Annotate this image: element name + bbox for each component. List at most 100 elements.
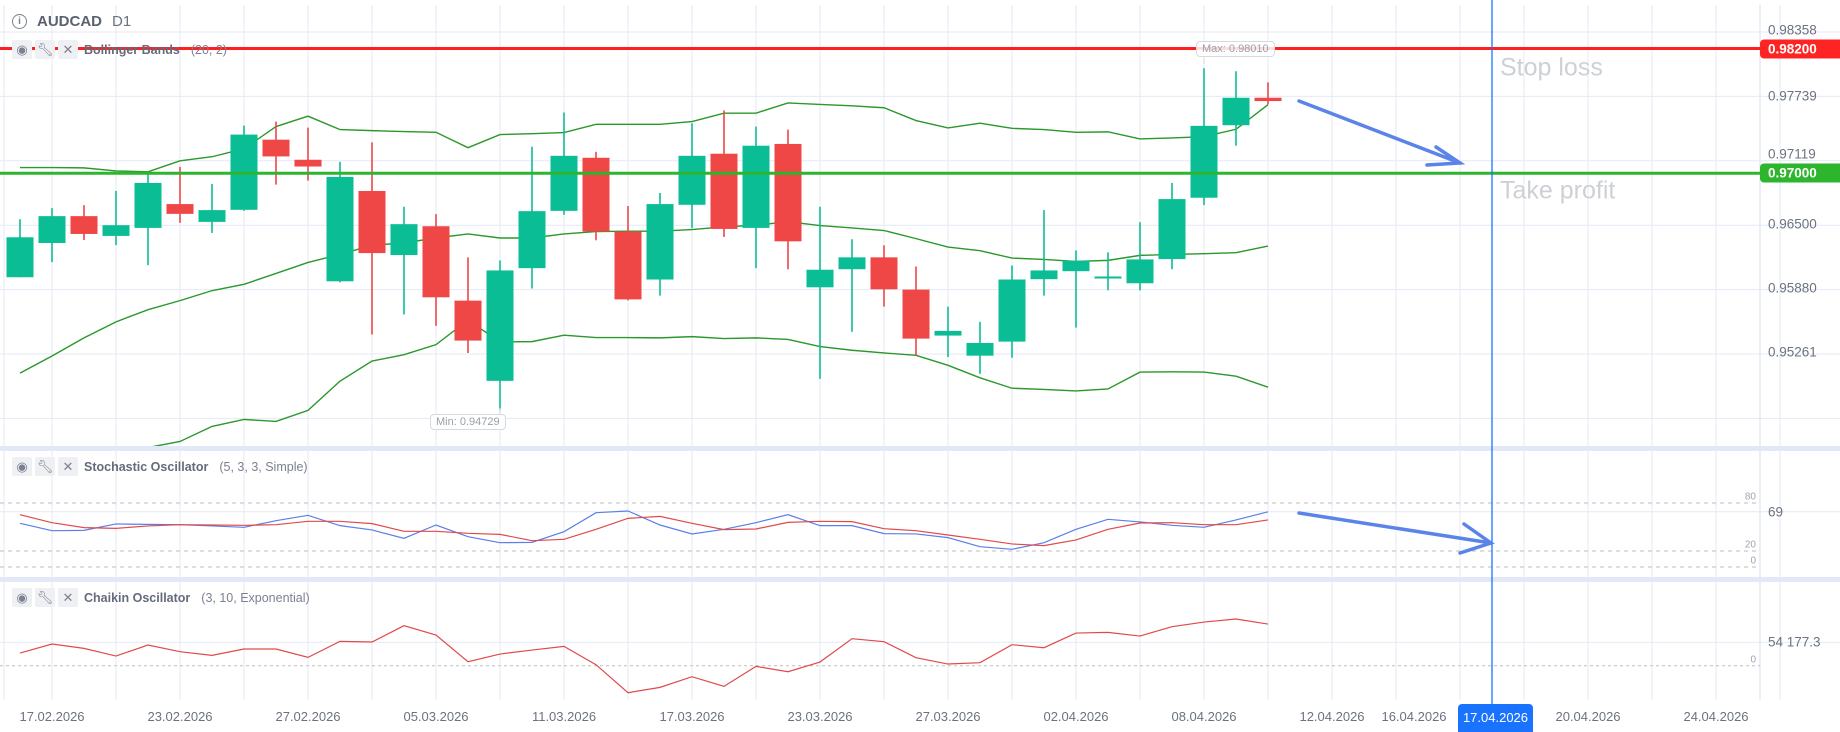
candle-body [1094, 276, 1122, 279]
eye-icon[interactable]: ◉ [12, 40, 32, 59]
candle [1222, 71, 1250, 146]
candle-body [1126, 259, 1154, 284]
candle [902, 266, 930, 356]
wrench-icon[interactable]: 🔧︎ [35, 40, 55, 59]
date-tick-label: 17.02.2026 [19, 709, 85, 724]
price-tick-label: 0.95261 [1768, 344, 1817, 360]
candle-body [1222, 97, 1250, 126]
price-pane [6, 68, 1282, 446]
timeframe[interactable]: D1 [112, 13, 132, 30]
candle [582, 151, 610, 241]
forecast-arrow-price [1297, 99, 1466, 167]
date-tick-label: 08.04.2026 [1171, 709, 1237, 724]
chaikin-axis-label: 54 177.3 [1768, 634, 1821, 650]
take-profit-note: Take profit [1500, 176, 1616, 205]
info-icon[interactable]: i [12, 14, 27, 29]
arrow-shaft [1297, 511, 1493, 545]
stop-loss-price-tag[interactable]: 0.98200 [1760, 39, 1840, 59]
wrench-icon[interactable]: 🔧︎ [35, 457, 55, 476]
price-tick-label: 0.98358 [1768, 22, 1817, 38]
candle-body [38, 216, 66, 243]
indicator-params: (5, 3, 3, Simple) [219, 459, 308, 474]
stop-loss-note: Stop loss [1500, 53, 1603, 82]
indicator-params: (20, 2) [190, 42, 227, 57]
date-tick-label: 17.03.2026 [659, 709, 725, 724]
date-tick-label: 05.03.2026 [403, 709, 469, 724]
close-icon[interactable]: ✕ [58, 588, 78, 607]
candle [1126, 222, 1154, 291]
candle [486, 260, 514, 410]
candle [742, 126, 770, 269]
date-tick-label: 20.04.2026 [1555, 709, 1621, 724]
chaikin-level-0: 0 [1750, 654, 1756, 666]
candle [806, 206, 834, 379]
max-price-label: Max: 0.98010 [1196, 41, 1275, 57]
candle-body [518, 211, 546, 269]
date-tick-label: 23.03.2026 [787, 709, 853, 724]
forecast-arrow-stoch [1297, 511, 1495, 555]
candle-body [614, 231, 642, 300]
candle [134, 172, 162, 266]
candle-body [902, 289, 930, 339]
take-profit-price-tag[interactable]: 0.97000 [1760, 163, 1840, 183]
date-tick-label: 27.03.2026 [915, 709, 981, 724]
date-tick-label: 24.04.2026 [1683, 709, 1749, 724]
date-tick-label: 02.04.2026 [1043, 709, 1109, 724]
candle [1254, 82, 1282, 105]
candle-body [1158, 199, 1186, 260]
wrench-icon[interactable]: 🔧︎ [35, 588, 55, 607]
candle [614, 206, 642, 301]
candle-body [934, 330, 962, 336]
candle-body [582, 157, 610, 232]
eye-icon[interactable]: ◉ [12, 588, 32, 607]
candle [102, 190, 130, 246]
candle-body [390, 224, 418, 256]
close-icon[interactable]: ✕ [58, 40, 78, 59]
candle-body [70, 216, 98, 234]
bollinger-middle-band [19, 220, 1269, 374]
stoch-level-0: 0 [1750, 555, 1756, 567]
candle [390, 206, 418, 315]
candle-body [1030, 270, 1058, 280]
stoch-level-80: 80 [1744, 491, 1756, 503]
candle-body [1190, 125, 1218, 198]
candle [934, 306, 962, 358]
min-price-label: Min: 0.94729 [430, 414, 506, 430]
candle-body [326, 176, 354, 282]
candle [1190, 68, 1218, 206]
pane-separator [0, 446, 1840, 451]
bollinger-upper-band [20, 102, 1269, 173]
candle [70, 205, 98, 240]
pane-separator [0, 577, 1840, 582]
candle [1158, 182, 1186, 270]
candle [710, 110, 738, 237]
candle-body [1254, 97, 1282, 102]
candle [230, 125, 258, 211]
candle [6, 219, 34, 278]
candle-body [454, 300, 482, 341]
stoch-k-line [19, 510, 1269, 550]
candle [966, 321, 994, 374]
eye-icon[interactable]: ◉ [12, 457, 32, 476]
close-icon[interactable]: ✕ [58, 457, 78, 476]
chaikin-line [19, 618, 1269, 694]
candle [262, 121, 290, 185]
candle [1030, 210, 1058, 296]
candle-body [774, 143, 802, 242]
candle [678, 123, 706, 229]
date-tick-label: 16.04.2026 [1381, 709, 1447, 724]
stoch-level-20: 20 [1744, 539, 1756, 551]
bollinger-legend: ◉ 🔧︎ ✕ Bollinger Bands (20, 2) [12, 40, 227, 59]
indicator-name: Stochastic Oscillator [84, 459, 209, 474]
candle [646, 192, 674, 296]
candle-body [870, 257, 898, 290]
candle [550, 112, 578, 215]
candle [870, 245, 898, 307]
date-tick-label: 11.03.2026 [531, 709, 597, 724]
date-tick-label: 12.04.2026 [1299, 709, 1365, 724]
candle [38, 208, 66, 263]
bollinger-lower-band [152, 319, 1269, 446]
indicator-name: Chaikin Oscillator [84, 590, 191, 605]
arrow-head [1425, 145, 1466, 167]
